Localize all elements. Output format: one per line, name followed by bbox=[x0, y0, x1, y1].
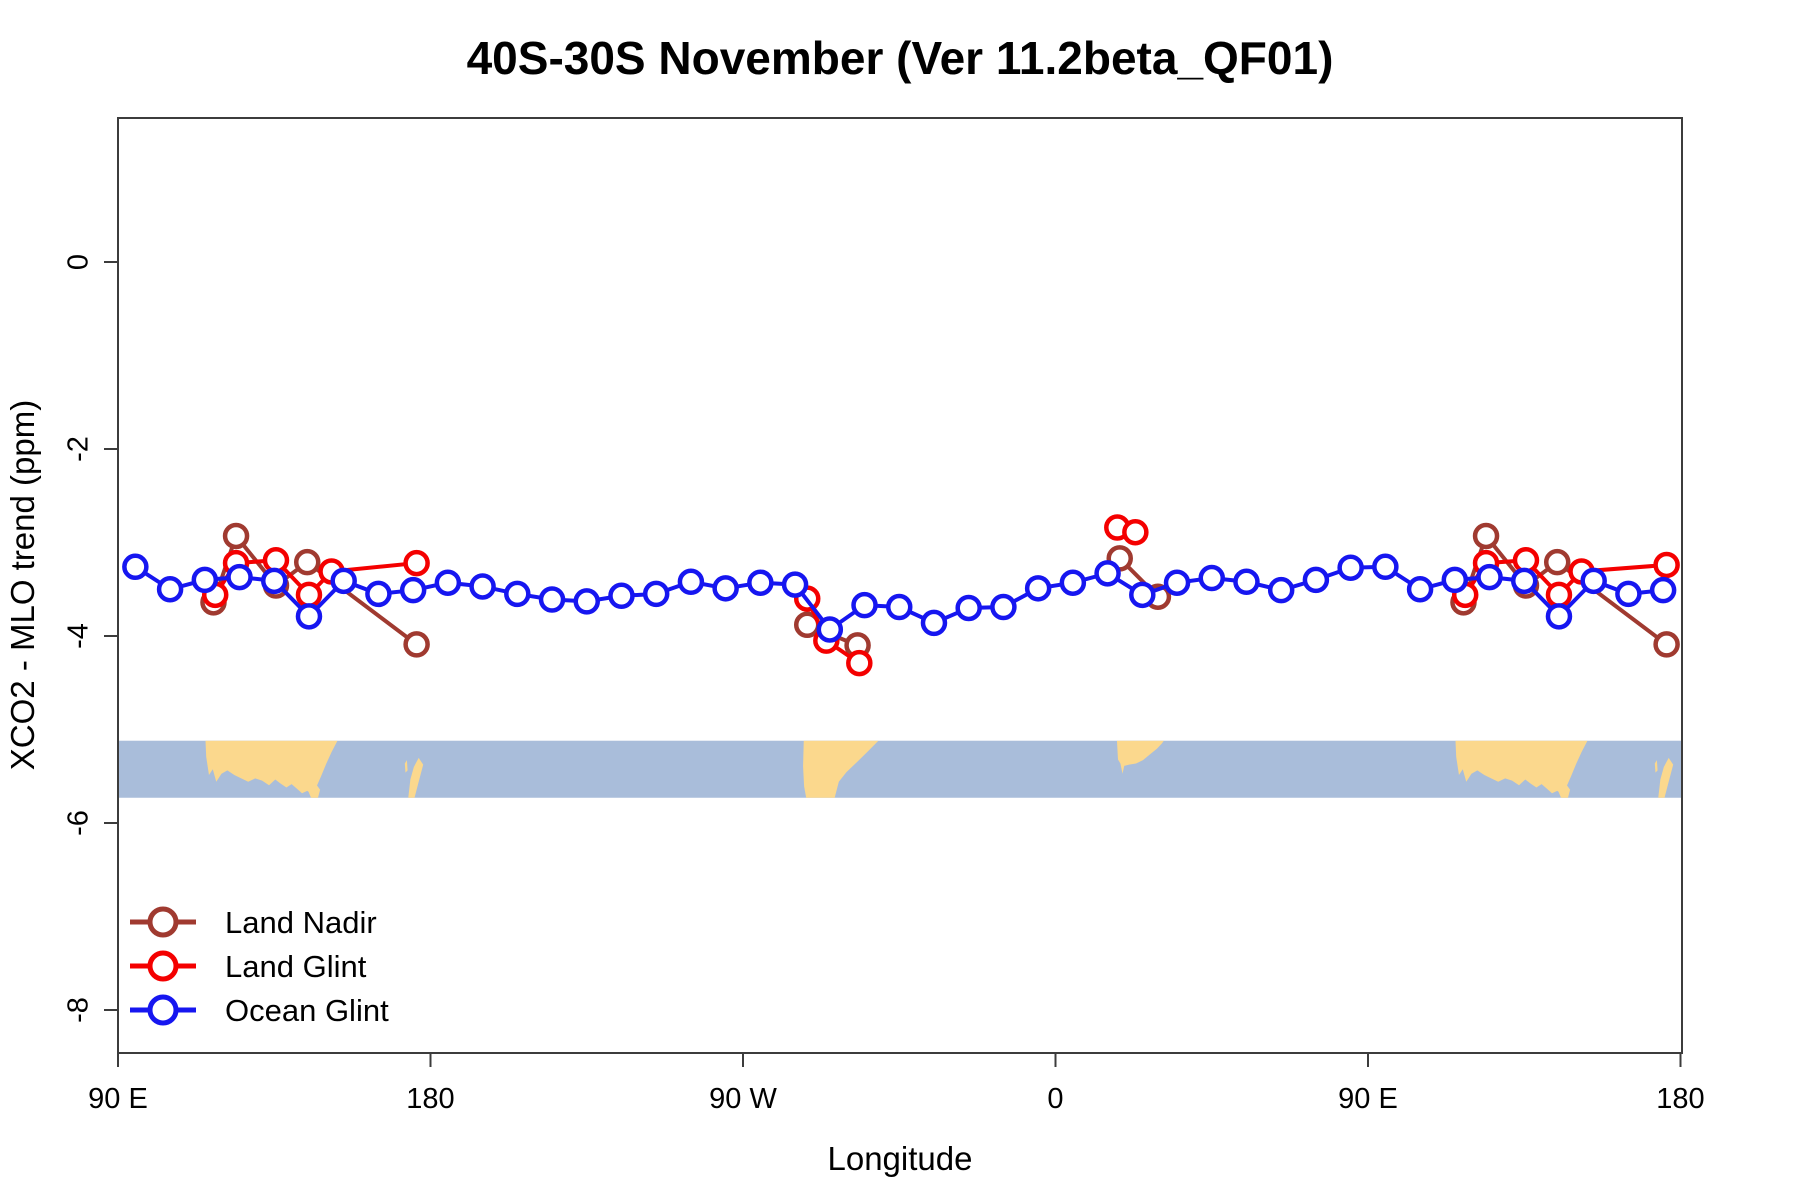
chart-title: 40S-30S November (Ver 11.2beta_QF01) bbox=[467, 32, 1334, 84]
data-point-land-nadir bbox=[293, 548, 321, 576]
data-point-ocean-glint bbox=[1129, 581, 1156, 609]
legend: Land Nadir Land Glint Ocean Glint bbox=[130, 905, 389, 1028]
data-point-ocean-glint bbox=[1510, 567, 1538, 595]
world-map-band bbox=[118, 740, 1682, 798]
data-point-land-glint bbox=[846, 649, 873, 677]
data-point-ocean-glint bbox=[642, 580, 670, 608]
data-point-ocean-glint bbox=[1476, 563, 1503, 591]
y-tick-label: -8 bbox=[63, 997, 95, 1023]
landmass-australia-repeat bbox=[1455, 740, 1588, 795]
legend-marker-land-glint bbox=[147, 950, 179, 982]
landmass-australia bbox=[205, 740, 338, 795]
data-point-ocean-glint bbox=[122, 553, 149, 581]
x-tick-label: 0 bbox=[1047, 1083, 1063, 1115]
data-point-ocean-glint bbox=[712, 575, 739, 602]
axes: 90 E 180 90 W 0 90 E 180 0 -2 -4 -6 -8 bbox=[63, 117, 1705, 1115]
data-point-ocean-glint bbox=[365, 580, 392, 608]
data-point-ocean-glint bbox=[538, 586, 566, 613]
data-point-ocean-glint bbox=[955, 594, 982, 622]
ocean-band bbox=[118, 740, 1682, 798]
data-point-ocean-glint bbox=[1302, 566, 1330, 594]
data-point-ocean-glint bbox=[330, 567, 357, 595]
data-point-land-glint bbox=[295, 581, 323, 609]
landmass-south-america bbox=[803, 740, 879, 798]
data-point-land-glint bbox=[1122, 518, 1149, 546]
y-axis-label: XCO2 - MLO trend (ppm) bbox=[4, 400, 41, 770]
data-point-ocean-glint bbox=[816, 616, 844, 643]
x-tick-label: 90 E bbox=[88, 1083, 148, 1115]
legend-label-land-glint: Land Glint bbox=[225, 949, 367, 984]
data-point-ocean-glint bbox=[885, 593, 913, 621]
data-point-ocean-glint bbox=[747, 569, 774, 596]
y-tick-label: -4 bbox=[63, 623, 95, 649]
data-point-land-nadir bbox=[403, 631, 430, 658]
data-point-ocean-glint bbox=[469, 573, 496, 600]
data-point-ocean-glint bbox=[573, 588, 600, 615]
landmass-south-africa bbox=[1116, 740, 1164, 774]
data-point-ocean-glint bbox=[1615, 580, 1642, 608]
data-point-ocean-glint bbox=[1372, 553, 1399, 581]
landmass-new-zealand bbox=[408, 757, 424, 798]
data-point-land-nadir bbox=[1472, 522, 1500, 550]
landmass-tasmania-repeat bbox=[1558, 782, 1571, 798]
data-point-ocean-glint bbox=[851, 591, 878, 619]
data-point-ocean-glint bbox=[1337, 554, 1364, 581]
x-tick-label: 90 W bbox=[709, 1083, 777, 1115]
data-point-ocean-glint bbox=[608, 582, 635, 610]
data-point-ocean-glint bbox=[1267, 576, 1295, 604]
legend-marker-ocean-glint bbox=[147, 994, 179, 1026]
data-point-ocean-glint bbox=[781, 571, 809, 598]
data-point-ocean-glint bbox=[260, 567, 288, 595]
data-point-land-nadir bbox=[222, 522, 250, 550]
data-point-ocean-glint bbox=[1406, 576, 1434, 603]
data-point-ocean-glint bbox=[226, 563, 253, 591]
data-point-ocean-glint bbox=[156, 576, 184, 603]
data-point-ocean-glint bbox=[1233, 568, 1260, 596]
data-point-ocean-glint bbox=[191, 566, 219, 594]
data-point-ocean-glint bbox=[1024, 575, 1052, 602]
data-point-ocean-glint bbox=[1163, 569, 1191, 596]
data-point-ocean-glint bbox=[504, 580, 531, 608]
data-point-land-glint bbox=[403, 549, 430, 577]
data-point-ocean-glint bbox=[295, 603, 323, 630]
data-point-ocean-glint bbox=[1580, 567, 1607, 595]
plot-border bbox=[117, 117, 1683, 1054]
data-point-ocean-glint bbox=[1198, 564, 1225, 592]
x-tick-label: 180 bbox=[406, 1083, 454, 1115]
legend-marker-land-nadir bbox=[147, 906, 179, 938]
data-point-ocean-glint bbox=[1059, 569, 1087, 596]
data-point-ocean-glint bbox=[990, 593, 1017, 621]
data-point-ocean-glint bbox=[1545, 603, 1573, 630]
landmass-new-zealand-islet-repeat bbox=[1654, 760, 1658, 773]
y-tick-label: 0 bbox=[63, 254, 95, 270]
x-tick-label: 90 E bbox=[1338, 1083, 1398, 1115]
y-tick-label: -2 bbox=[63, 436, 95, 462]
landmass-tasmania bbox=[308, 782, 321, 798]
data-point-ocean-glint bbox=[434, 569, 462, 596]
landmass-new-zealand-repeat bbox=[1658, 757, 1674, 798]
data-point-land-glint bbox=[1653, 551, 1680, 579]
legend-label-ocean-glint: Ocean Glint bbox=[225, 993, 389, 1028]
legend-label-land-nadir: Land Nadir bbox=[225, 905, 377, 940]
data-point-ocean-glint bbox=[1649, 576, 1677, 604]
data-point-land-nadir bbox=[1653, 631, 1680, 658]
data-point-land-nadir bbox=[1543, 548, 1571, 576]
landmass-new-zealand-islet bbox=[404, 760, 408, 773]
data-point-land-glint bbox=[1545, 581, 1573, 609]
data-point-ocean-glint bbox=[1441, 566, 1469, 594]
data-point-ocean-glint bbox=[677, 568, 705, 596]
data-point-ocean-glint bbox=[920, 609, 948, 637]
y-tick-label: -6 bbox=[63, 810, 95, 836]
x-tick-label: 180 bbox=[1656, 1083, 1704, 1115]
data-series bbox=[122, 514, 1680, 677]
data-point-ocean-glint bbox=[399, 576, 427, 604]
data-point-ocean-glint bbox=[1094, 560, 1121, 587]
x-axis-label: Longitude bbox=[828, 1140, 973, 1177]
